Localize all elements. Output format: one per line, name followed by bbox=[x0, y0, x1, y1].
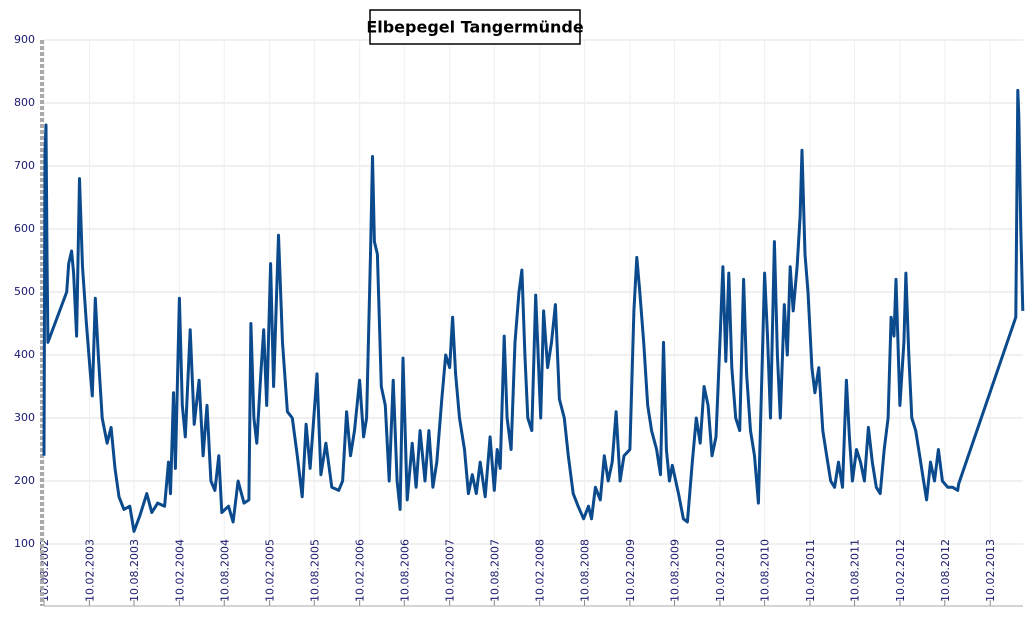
x-tick-label: 10.08.2008 bbox=[579, 539, 592, 602]
x-tick-label: 10.08.2002 bbox=[38, 539, 51, 602]
x-tick-label: 10.08.2006 bbox=[398, 539, 411, 602]
x-tick-label: 10.08.2004 bbox=[218, 539, 231, 602]
y-tick-label: 400 bbox=[14, 348, 35, 361]
x-tick-label: 10.02.2010 bbox=[714, 539, 727, 602]
x-tick-label: 10.08.2005 bbox=[308, 539, 321, 602]
x-tick-label: 10.02.2007 bbox=[444, 539, 457, 602]
x-tick-label: 10.02.2008 bbox=[534, 539, 547, 602]
plot: 100 200 300 400 500 600 700 800 900 10.08.2002 10.… bbox=[14, 33, 1025, 607]
x-tick-label: 10.08.2011 bbox=[849, 539, 862, 602]
x-tick-label: 10.08.2012 bbox=[939, 539, 952, 602]
y-tick-label: 700 bbox=[14, 159, 35, 172]
y-tick-label: 300 bbox=[14, 411, 35, 424]
x-tick-label: 10.08.2007 bbox=[488, 539, 501, 602]
x-tick-label: 10.02.2009 bbox=[624, 539, 637, 602]
x-tick-label: 10.02.2012 bbox=[894, 539, 907, 602]
x-tick-label: 10.02.2013 bbox=[984, 539, 997, 602]
y-tick-label: 100 bbox=[14, 537, 35, 550]
y-tick-label: 500 bbox=[14, 285, 35, 298]
x-tick-label: 10.08.2010 bbox=[759, 539, 772, 602]
x-tick-label: 10.02.2004 bbox=[173, 539, 186, 602]
y-tick-label: 600 bbox=[14, 222, 35, 235]
y-tick-label: 200 bbox=[14, 474, 35, 487]
x-tick-label: 10.08.2003 bbox=[128, 539, 141, 602]
x-tick-label: 10.02.2005 bbox=[264, 539, 277, 602]
data-line bbox=[42, 88, 1025, 533]
x-tick-label: 10.08.2009 bbox=[669, 539, 682, 602]
chart-title: Elbepegel Tangermünde bbox=[366, 18, 584, 37]
x-tick-label: 10.02.2011 bbox=[804, 539, 817, 602]
y-tick-label: 800 bbox=[14, 96, 35, 109]
title-box bbox=[369, 9, 581, 45]
y-tick-label: 900 bbox=[14, 33, 35, 46]
x-tick-label: 10.02.2003 bbox=[83, 539, 96, 602]
x-tick-label: 10.02.2006 bbox=[354, 539, 367, 602]
